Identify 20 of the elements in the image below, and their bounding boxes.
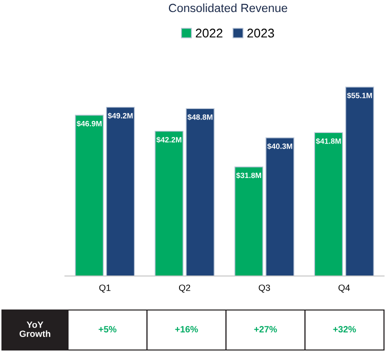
x-tick-label: Q2 <box>179 284 190 293</box>
legend-label: 2022 <box>196 28 222 38</box>
x-tick-label: Q4 <box>338 284 350 293</box>
text: +16% <box>175 326 198 332</box>
bar <box>154 130 184 276</box>
bar <box>106 106 135 276</box>
chart-title: Consolidated Revenue <box>168 4 288 12</box>
x-tick-label: Q3 <box>258 284 270 293</box>
text: +5% <box>98 326 116 332</box>
bar <box>345 86 374 276</box>
x-tick-label: Q1 <box>99 284 110 293</box>
bar <box>234 166 264 276</box>
text: YoY Growth <box>20 322 50 337</box>
text: +32% <box>333 326 356 332</box>
bar <box>266 137 294 276</box>
bar <box>74 114 104 276</box>
bar <box>186 108 215 276</box>
bar <box>314 132 343 276</box>
legend-label: 2023 <box>247 28 274 38</box>
text: +27% <box>254 326 277 332</box>
